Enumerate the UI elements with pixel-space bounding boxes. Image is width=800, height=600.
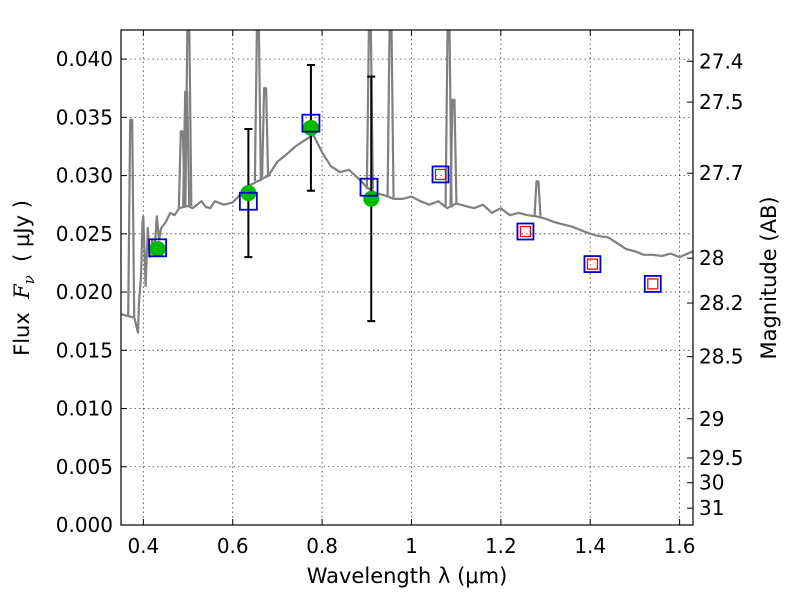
y2-tick-label-1: 27.5 — [699, 90, 744, 114]
y-tick-label-5: 0.025 — [56, 222, 113, 246]
x-tick-label-2: 0.8 — [306, 534, 338, 558]
y-axis-title-prefix: Flux — [10, 299, 34, 356]
predicted-outer-box-3 — [643, 275, 662, 293]
observed-point-2 — [302, 119, 319, 136]
y-axis-title-suffix: ( μJy ) — [10, 200, 34, 275]
y-tick-label-7: 0.035 — [56, 105, 113, 129]
model-box-0 — [148, 238, 168, 258]
plot-frame — [120, 29, 694, 526]
y-axis-title-var: F — [10, 283, 34, 300]
predicted-outer-box-2 — [583, 255, 602, 274]
x-tick-label-1: 0.6 — [217, 534, 249, 558]
x-tick-label-5: 1.4 — [574, 534, 606, 558]
plot-background — [121, 30, 693, 525]
y-tick-label-6: 0.030 — [56, 164, 113, 188]
observed-point-0 — [149, 240, 166, 257]
x-tick-label-3: 1 — [405, 534, 418, 558]
grid-lines — [121, 30, 693, 526]
emission-line-10 — [533, 180, 542, 217]
emission-line-5 — [261, 87, 270, 178]
y-axis-title: Flux Fν ( μJy ) — [10, 200, 38, 356]
y2-tick-label-7: 29.5 — [699, 446, 744, 470]
emission-line-4 — [253, 30, 262, 182]
y2-tick-label-4: 28.2 — [699, 291, 744, 315]
predicted-point-0 — [431, 165, 450, 184]
predicted-outer-box-1 — [516, 222, 535, 241]
emission-lines — [127, 30, 542, 317]
emission-line-3 — [184, 30, 193, 207]
y-tick-label-3: 0.015 — [56, 338, 113, 362]
model-box-2 — [301, 113, 321, 133]
y2-tick-label-3: 28 — [699, 246, 724, 270]
y-tick-label-0: 0.000 — [56, 513, 113, 537]
y-axis-ticks: 0.000 0.005 0.010 0.015 0.020 0.025 0.030 0.035… — [56, 47, 127, 537]
y-tick-label-1: 0.005 — [56, 455, 113, 479]
predicted-inner-box-2 — [586, 258, 599, 270]
predicted-inner-box-1 — [519, 225, 532, 238]
predicted-inner-box-0 — [434, 168, 447, 181]
y2-tick-label-0: 27.4 — [699, 49, 744, 73]
predicted-inner-box-3 — [647, 278, 659, 290]
y-axis-title-sub: ν — [20, 275, 38, 284]
y-tick-label-4: 0.020 — [56, 280, 113, 304]
predicted-outer-box-0 — [431, 165, 450, 184]
y2-tick-label-9: 31 — [699, 496, 724, 520]
predicted-points — [431, 165, 662, 293]
model-box-3 — [359, 177, 379, 197]
x-axis-ticks: 0.4 0.6 0.8 1 1.2 1.4 1.6 — [127, 30, 696, 558]
y2-axis-title: Magnitude (AB) — [757, 196, 781, 359]
y2-tick-label-2: 27.7 — [699, 161, 744, 185]
model-spectrum-line — [121, 133, 693, 334]
y2-tick-label-5: 28.5 — [699, 345, 744, 369]
y2-tick-label-6: 29 — [699, 407, 724, 431]
model-box-1 — [238, 191, 258, 211]
x-tick-label-6: 1.6 — [664, 534, 696, 558]
model-photometry-boxes — [148, 113, 379, 258]
y2-tick-label-8: 30 — [699, 471, 724, 495]
plot-area — [121, 30, 693, 334]
y-tick-label-8: 0.040 — [56, 47, 113, 71]
y-tick-label-2: 0.010 — [56, 397, 113, 421]
x-axis-title: Wavelength λ (μm) — [307, 564, 508, 588]
predicted-point-2 — [583, 255, 602, 274]
x-tick-label-0: 0.4 — [127, 534, 159, 558]
emission-line-8 — [444, 30, 453, 208]
emission-line-7 — [386, 30, 395, 198]
predicted-point-3 — [643, 275, 662, 293]
x-tick-label-4: 1.2 — [485, 534, 517, 558]
emission-line-0 — [127, 118, 136, 317]
predicted-point-1 — [516, 222, 535, 241]
emission-line-9 — [449, 98, 458, 205]
